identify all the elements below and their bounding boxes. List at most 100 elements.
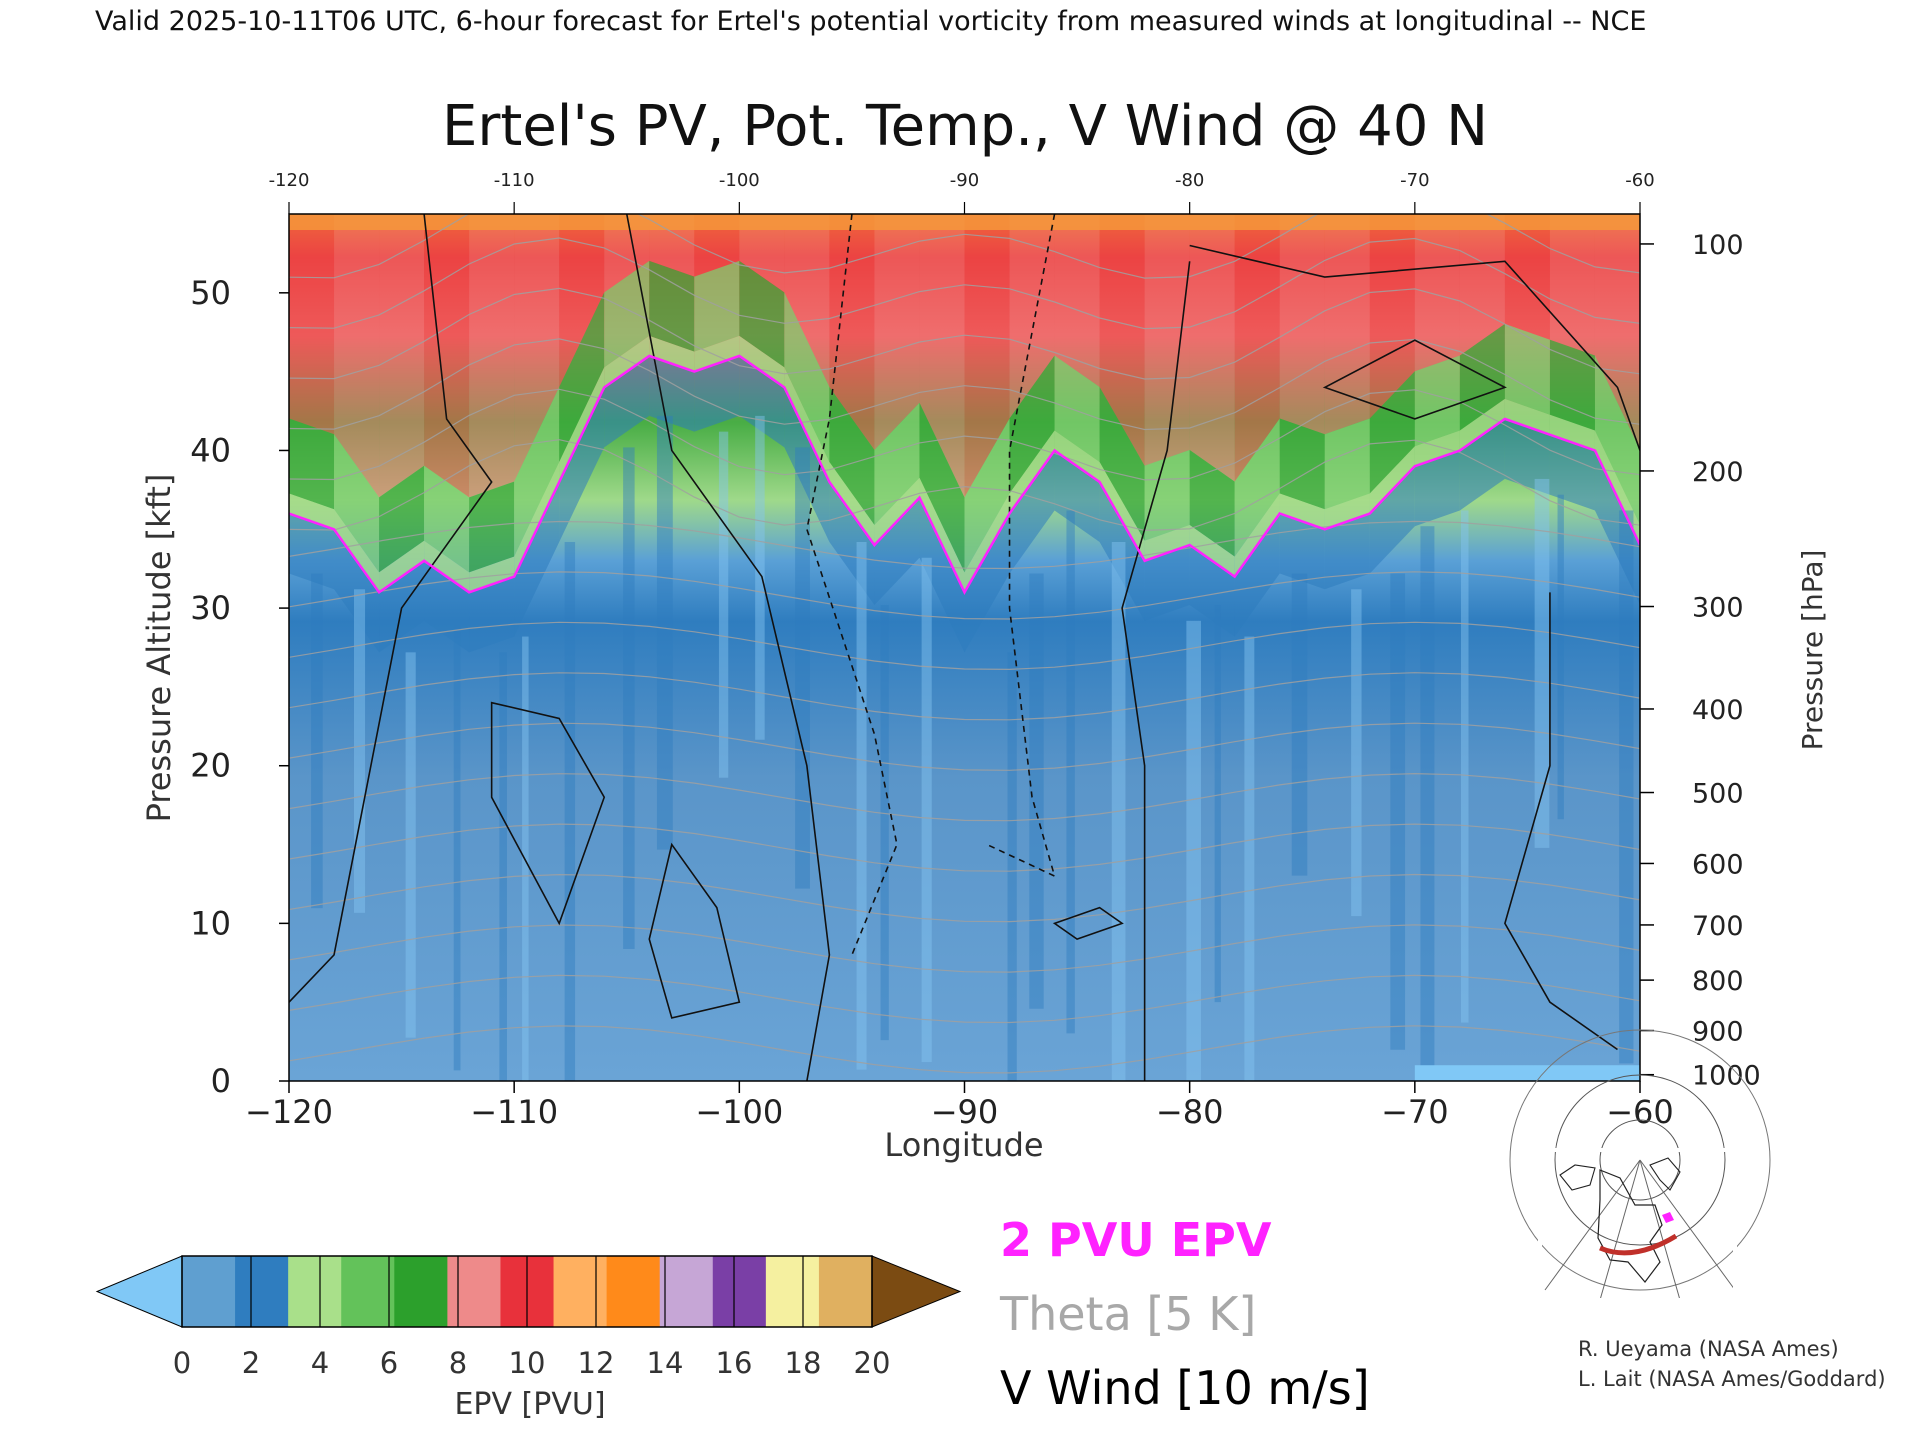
y-tick-label: 30 [190,589,231,627]
pv-band [919,477,965,593]
pv-streak [353,589,366,913]
pv-band [604,260,650,368]
colorbar-swatch [447,1256,501,1327]
pv-band [289,214,1640,230]
pv-band [334,214,380,498]
pv-band [784,367,830,482]
theta-contour [289,214,1640,279]
pv-band [559,214,605,387]
pv-band [829,386,875,526]
pv-band [784,387,830,542]
x-tick-label: −100 [695,1093,783,1131]
pv-band [469,556,515,593]
pv-band [784,292,830,462]
pv-streak [499,652,507,1081]
colorbar-swatch [341,1256,395,1327]
x-top-tick-label: -60 [1625,170,1654,191]
colorbar-tick-label: 16 [716,1346,753,1380]
pv-band [1504,418,1550,495]
pv-band [379,214,425,498]
theta-contour [289,1025,1640,1074]
colorbar-tick-label: 14 [647,1346,684,1380]
pv-band [1189,214,1235,482]
pv-band [1369,371,1415,494]
pv-band [379,540,425,593]
theta-contour [289,873,1640,923]
pv-band [1369,214,1415,419]
pv-band [1594,355,1640,526]
pv-band [1054,214,1100,387]
pv-band [964,513,1010,653]
pv-band [1144,545,1190,621]
y-tick-label: 0 [211,1062,231,1100]
pv-streak [718,431,729,778]
y-tick-label: 50 [190,274,231,312]
pv-band [514,461,560,577]
pv-streak [1291,573,1308,876]
colorbar-under-arrow [95,1255,183,1328]
pv-band [1279,513,1325,590]
pv-band [874,497,920,606]
legend-pv2: 2 PVU EPV [1000,1213,1272,1267]
pressure-tick-label: 1000 [1692,1061,1761,1092]
v-wind-contour [1121,261,1191,1081]
pv-streak [623,447,635,949]
inset-map [1510,1030,1770,1302]
x-top-tick-label: -120 [269,170,310,191]
pv2-contour-layer [289,354,1640,595]
pv-band [1549,339,1595,431]
v-wind-contour [1504,592,1618,1051]
pv-band [1504,214,1550,340]
colorbar-tick-label: 10 [509,1346,546,1380]
x-top-tick-label: -80 [1175,170,1204,191]
pv-band [1414,450,1460,527]
theta-contour [289,722,1640,771]
pv-band [829,481,875,606]
pv-band [1189,545,1235,637]
colorbar-tick-label: 4 [311,1346,329,1380]
pv-streak [1186,620,1201,1081]
colorbar: 0 2 4 6 8 10 12 14 16 18 20 [95,1255,962,1380]
pv-band [334,434,380,573]
pv-band [604,355,650,448]
pv-band [514,481,560,637]
theta-contour [289,287,1640,380]
pv-band [1009,214,1055,419]
pv-band [919,497,965,653]
pv-band [469,576,515,653]
pv-band [469,481,515,573]
x-tick-label: −80 [1156,1093,1224,1131]
legend-theta: Theta [5 K] [999,1287,1256,1341]
colorbar-swatch [606,1256,661,1327]
pv-band [1414,355,1460,447]
pv-streak [1460,510,1469,1023]
pv-band [829,461,875,546]
theta-contours [289,214,1640,1074]
colorbar-tick-label: 6 [380,1346,398,1380]
pv-band [424,214,470,498]
pressure-tick-label: 900 [1692,1017,1744,1048]
theta-contour [289,924,1640,973]
pv-band [604,214,650,293]
colorbar-swatch [394,1256,448,1327]
pv-band [604,335,650,388]
pv-band [1549,214,1595,356]
theta-contour [289,237,1640,330]
pv-band [829,214,875,451]
theta-contour [289,621,1640,671]
v-wind-contour [1189,244,1640,451]
pv-band [1279,418,1325,510]
pv-band [784,214,830,387]
pv-band [919,402,965,573]
pressure-tick-label: 100 [1692,230,1744,261]
pv-band [379,465,425,573]
pv-band [1369,466,1415,574]
pv-streak [1534,478,1550,848]
x-tick-label: −120 [245,1093,333,1131]
pv-band [1324,418,1370,510]
pv-band [739,355,785,448]
theta-contour [289,388,1640,481]
pv-band [739,214,785,293]
pv-band [919,214,965,498]
pv-streak [1619,510,1634,1064]
